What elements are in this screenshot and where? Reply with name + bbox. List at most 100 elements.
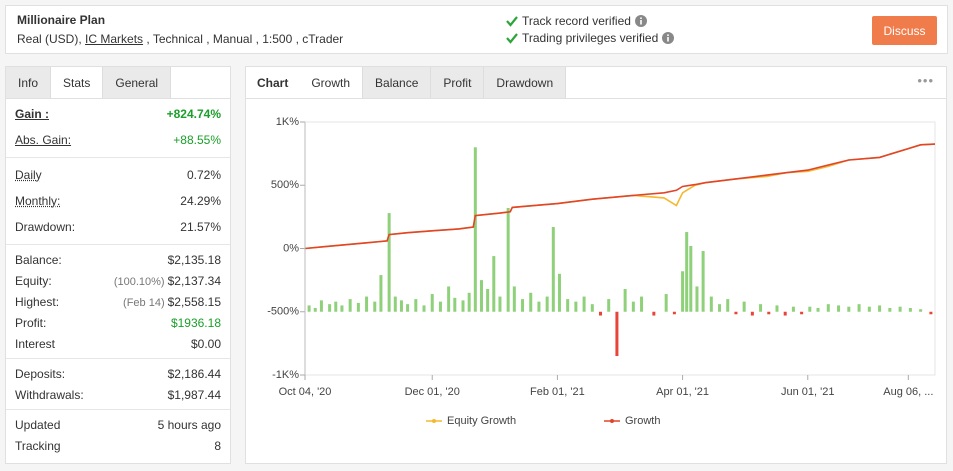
daily-bar	[800, 311, 804, 315]
stats-row: Equity: (100.10%) $2,137.34	[6, 270, 230, 291]
stats-label: Highest:	[15, 294, 60, 309]
daily-bar	[701, 251, 705, 312]
daily-bar	[867, 306, 871, 312]
stats-list: Gain : +824.74% Abs. Gain: +88.55% Daily 0.72…	[6, 99, 230, 460]
stats-value-wrap: 8	[214, 439, 221, 453]
daily-bar	[461, 300, 465, 312]
daily-bar	[467, 292, 471, 312]
broker-link[interactable]: IC Markets	[85, 32, 144, 46]
stats-label: Drawdown:	[15, 220, 76, 234]
x-tick-label: Feb 01, '21	[530, 386, 585, 398]
daily-bar	[837, 305, 841, 312]
tab[interactable]: Info	[6, 67, 52, 98]
daily-bar	[453, 297, 457, 312]
legend-dot	[610, 419, 614, 423]
x-tick-label: Apr 01, '21	[656, 386, 709, 398]
chart-tabs: Chart Growth Balance Profit Drawdown	[246, 67, 946, 99]
daily-bar	[816, 307, 820, 312]
x-tick-label: Aug 06, ...	[883, 386, 933, 398]
account-info: Real (USD), IC Markets , Technical , Man…	[17, 32, 343, 46]
daily-bar	[473, 147, 477, 312]
daily-bar	[492, 256, 496, 312]
stats-value: 24.29%	[180, 194, 221, 208]
daily-bar	[808, 306, 812, 312]
details: , Technical , Manual , 1:500 , cTrader	[146, 32, 344, 46]
stats-row: Deposits: $2,186.44	[6, 363, 230, 384]
daily-bar	[750, 311, 754, 316]
tab[interactable]: Growth	[299, 67, 364, 98]
daily-bar	[393, 296, 397, 312]
stats-row: Gain : +824.74%	[6, 101, 230, 127]
stats-value-wrap: $2,135.18	[168, 253, 221, 267]
stats-row: Balance: $2,135.18	[6, 249, 230, 270]
daily-bar	[506, 208, 510, 312]
daily-bar	[365, 296, 369, 312]
stats-label: Tracking	[15, 438, 61, 453]
stats-value-wrap: 0.72%	[187, 168, 221, 182]
daily-bar	[689, 245, 693, 312]
stats-group: Balance: $2,135.18 Equity: (100.10%) $2,137.…	[6, 244, 230, 358]
daily-bar	[919, 309, 923, 312]
menu-dots[interactable]: •••	[917, 73, 934, 88]
info-icon[interactable]	[634, 15, 647, 27]
stats-value: $0.00	[190, 336, 221, 351]
stats-group: Gain : +824.74% Abs. Gain: +88.55%	[6, 99, 230, 157]
daily-bar	[319, 300, 323, 312]
daily-bar	[313, 307, 317, 312]
daily-bar	[356, 302, 360, 312]
stats-value-wrap: (Feb 14) $2,558.15	[123, 295, 221, 309]
stats-label: Abs. Gain:	[15, 133, 72, 147]
check-icon	[506, 16, 518, 27]
daily-bar	[328, 304, 332, 312]
stats-row: Tracking 8	[6, 435, 230, 456]
discuss-button[interactable]: Discuss	[872, 16, 937, 45]
tab[interactable]: Stats	[51, 67, 104, 98]
legend-dot	[432, 419, 436, 423]
tab[interactable]: General	[103, 67, 172, 98]
stats-label: Profit:	[15, 315, 47, 330]
verification-text: Track record verified	[522, 14, 631, 28]
daily-bar	[847, 306, 851, 312]
daily-bar	[340, 305, 344, 312]
daily-bar	[545, 296, 549, 312]
daily-bar	[681, 271, 685, 312]
daily-bar	[422, 305, 426, 312]
daily-bar	[607, 299, 611, 312]
plot-area	[304, 121, 936, 376]
tab[interactable]: Balance	[363, 67, 432, 98]
daily-bar	[672, 311, 676, 315]
stats-value-wrap: +824.74%	[167, 107, 221, 121]
daily-bar	[479, 280, 483, 312]
stats-value-wrap: $1936.18	[171, 316, 221, 330]
stats-row: Updated 5 hours ago	[6, 414, 230, 435]
daily-bar	[387, 213, 391, 312]
daily-bar	[430, 294, 434, 312]
stats-value: +88.55%	[173, 133, 221, 147]
tab[interactable]: Profit	[431, 67, 485, 98]
daily-bar	[373, 301, 377, 312]
daily-bar	[929, 311, 933, 315]
info-icon[interactable]	[662, 32, 675, 44]
stats-label: Withdrawals:	[15, 387, 84, 402]
stats-value: 5 hours ago	[157, 417, 221, 432]
daily-bar	[399, 300, 403, 312]
daily-bar	[406, 304, 410, 312]
stats-row: Withdrawals: $1,987.44	[6, 384, 230, 405]
daily-bar	[529, 292, 533, 312]
tab[interactable]: Drawdown	[484, 67, 567, 98]
stats-value-wrap: $1,987.44	[168, 388, 221, 402]
verification-text: Trading privileges verified	[522, 31, 659, 45]
daily-bar	[574, 301, 578, 312]
daily-bar	[640, 296, 644, 312]
stats-label: Gain :	[15, 107, 50, 121]
stats-row: Daily 0.72%	[6, 162, 230, 188]
header: Millionaire Plan Real (USD), IC Markets …	[5, 5, 948, 54]
daily-bar	[652, 311, 656, 316]
y-tick-label: 500%	[271, 179, 299, 191]
stats-value: +824.74%	[166, 107, 221, 121]
daily-bar	[599, 311, 603, 316]
stats-row: Interest $0.00	[6, 333, 230, 354]
daily-bar	[664, 294, 668, 312]
